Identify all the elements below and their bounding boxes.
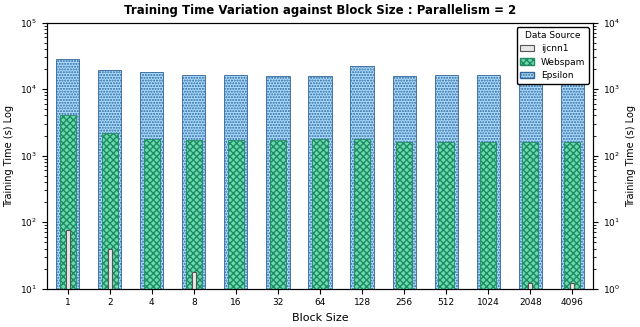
Y-axis label: Training Time (s) Log: Training Time (s) Log: [4, 105, 14, 207]
Bar: [102, 133, 118, 288]
Bar: [140, 72, 163, 288]
Bar: [392, 76, 416, 288]
Bar: [65, 230, 70, 288]
Bar: [266, 76, 289, 288]
Bar: [354, 139, 370, 288]
Legend: ijcnn1, Webspam, Epsilon: ijcnn1, Webspam, Epsilon: [516, 27, 589, 84]
Bar: [570, 283, 575, 288]
Bar: [56, 59, 79, 288]
Bar: [224, 76, 248, 288]
Bar: [270, 140, 286, 288]
X-axis label: Block Size: Block Size: [292, 313, 348, 323]
Bar: [144, 139, 160, 288]
Bar: [477, 76, 500, 288]
Title: Training Time Variation against Block Size : Parallelism = 2: Training Time Variation against Block Si…: [124, 4, 516, 17]
Bar: [192, 272, 196, 288]
Bar: [186, 140, 202, 288]
Bar: [60, 115, 76, 288]
Bar: [98, 71, 121, 288]
Bar: [396, 142, 412, 288]
Bar: [519, 76, 542, 288]
Bar: [480, 142, 496, 288]
Bar: [438, 142, 454, 288]
Bar: [182, 75, 205, 288]
Bar: [561, 76, 584, 288]
Bar: [564, 142, 580, 288]
Bar: [435, 75, 458, 288]
Bar: [228, 140, 244, 288]
Bar: [522, 142, 538, 288]
Y-axis label: Training Time (s) Log: Training Time (s) Log: [626, 105, 636, 207]
Bar: [351, 66, 374, 288]
Bar: [528, 283, 532, 288]
Bar: [108, 249, 112, 288]
Bar: [312, 139, 328, 288]
Bar: [308, 76, 332, 288]
